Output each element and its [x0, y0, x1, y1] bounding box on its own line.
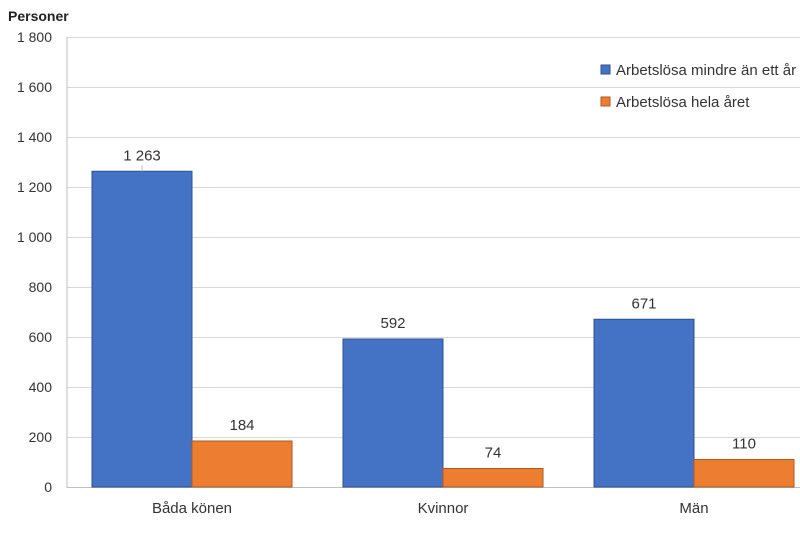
legend: Arbetslösa mindre än ett år Arbetslösa h…: [600, 62, 796, 111]
value-label: 110: [732, 436, 756, 453]
legend-label-series-2: Arbetslösa hela året: [616, 94, 750, 111]
legend-label-series-1: Arbetslösa mindre än ett år: [616, 62, 796, 79]
value-label: 592: [380, 315, 405, 332]
y-tick-label: 0: [44, 479, 52, 495]
y-tick-label: 1 000: [17, 229, 52, 245]
y-tick-label: 1 200: [17, 179, 52, 195]
y-tick-label: 1 800: [17, 29, 52, 45]
bars: [91, 170, 795, 488]
bar-series-2-0: [191, 440, 293, 488]
y-axis: 0 200 400 600 800 1 000 1 200 1 400 1 600 1 800: [17, 29, 52, 495]
x-category-label: Båda könen: [152, 500, 232, 517]
bar-series-1-0: [91, 170, 193, 488]
value-label: 671: [631, 295, 656, 312]
y-tick-label: 1 400: [17, 129, 52, 145]
x-category-label: Kvinnor: [418, 500, 469, 517]
value-label: 1 263: [123, 147, 161, 164]
legend-swatch-series-2: [600, 96, 611, 107]
x-axis-categories: Båda könen Kvinnor Män: [152, 500, 709, 517]
value-labels: 1 263 184 592 74 671 110: [123, 147, 756, 461]
bar-series-1-2: [593, 318, 695, 488]
x-category-label: Män: [679, 500, 708, 517]
y-axis-title: Personer: [8, 8, 69, 24]
y-tick-label: 1 600: [17, 79, 52, 95]
value-label: 184: [229, 417, 254, 434]
bar-series-1-1: [342, 338, 444, 488]
y-tick-label: 600: [29, 329, 53, 345]
bar-series-2-1: [442, 468, 544, 488]
value-label: 74: [485, 445, 502, 462]
legend-swatch-series-1: [600, 64, 611, 75]
bar-series-2-2: [693, 459, 795, 488]
y-tick-label: 200: [29, 429, 53, 445]
y-tick-label: 800: [29, 279, 53, 295]
y-tick-label: 400: [29, 379, 53, 395]
